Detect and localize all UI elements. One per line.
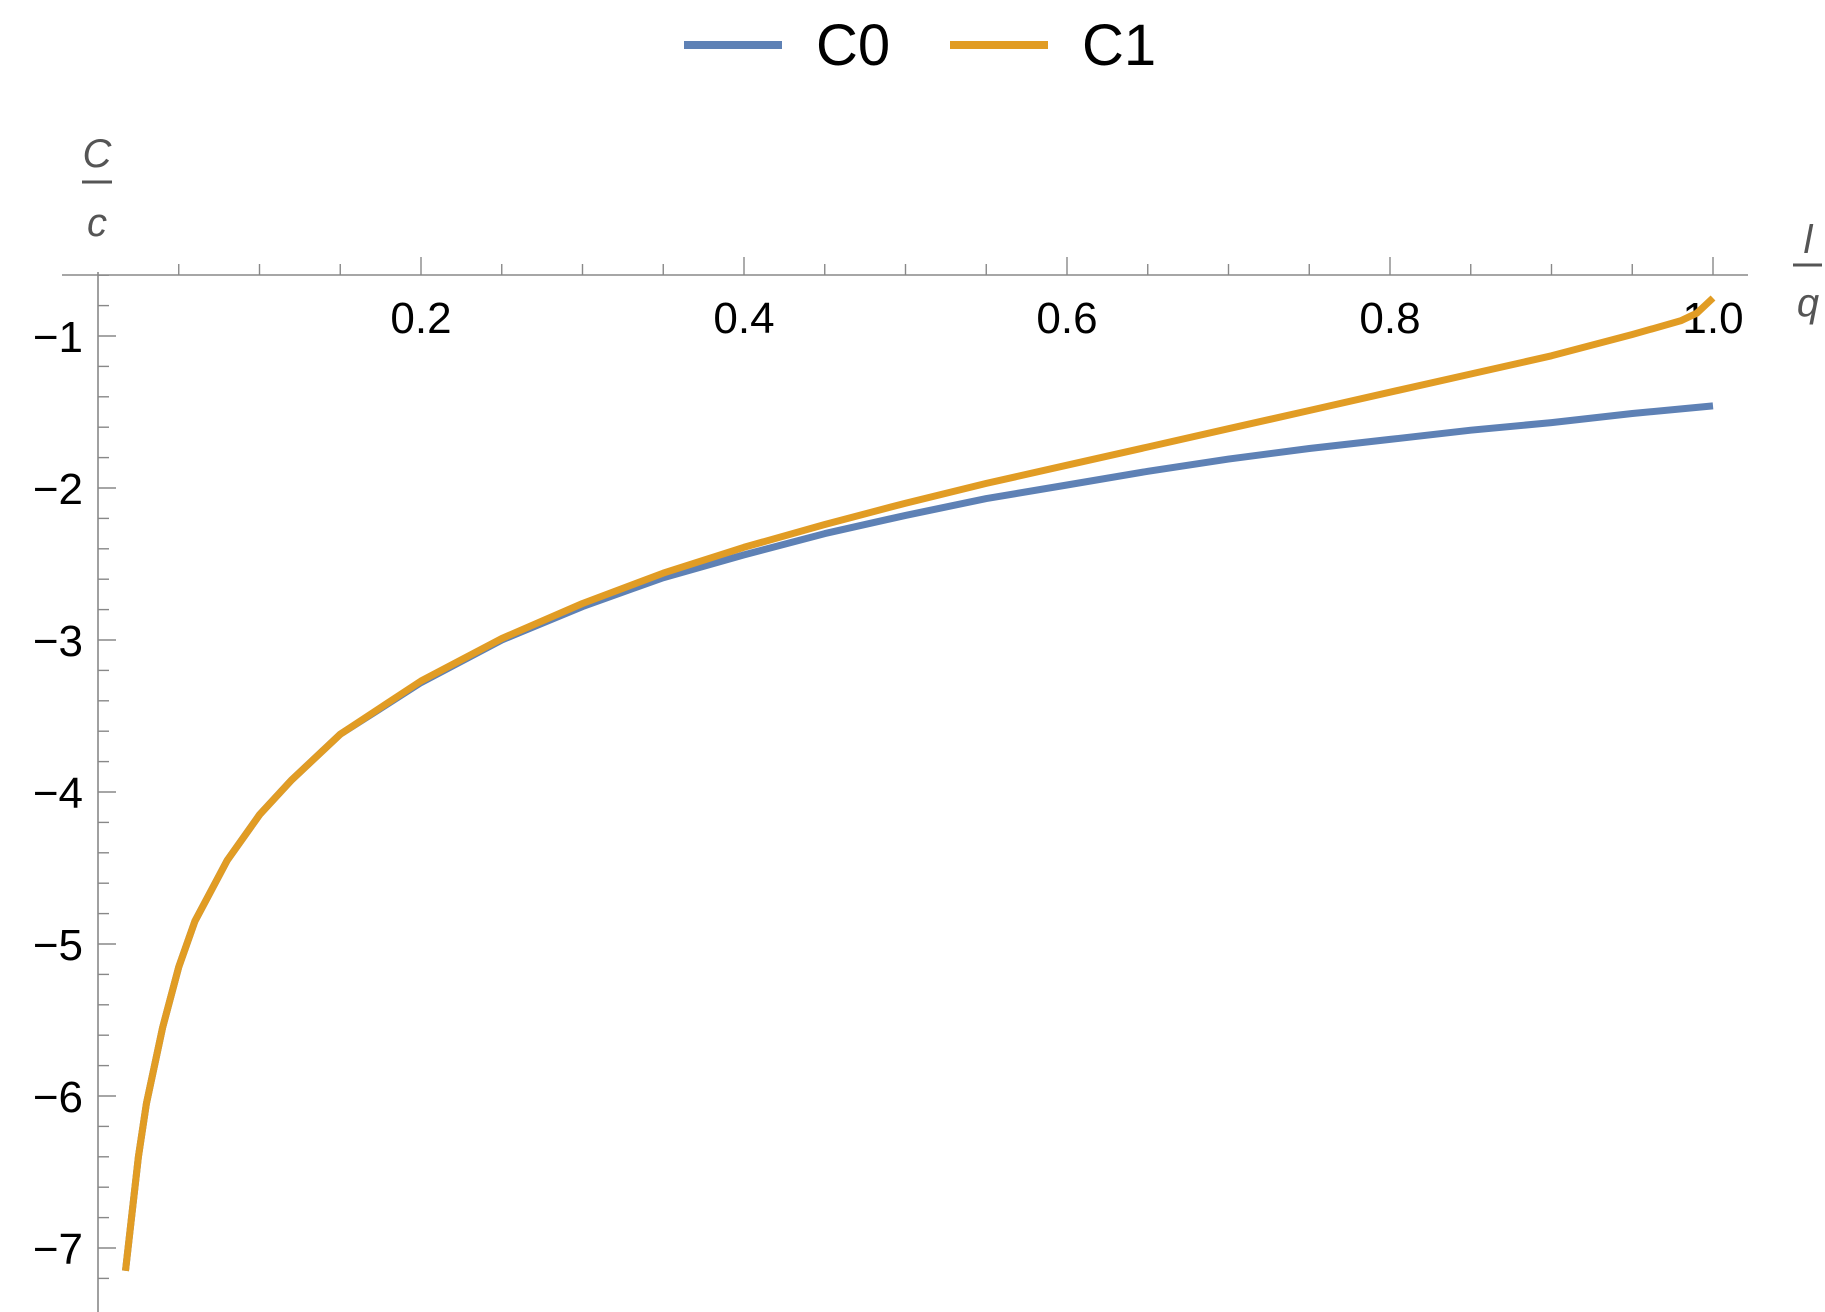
legend-label-c0: C0 — [816, 13, 890, 78]
y-tick-label: −4 — [33, 769, 83, 818]
chart-axes: 0.2 0.4 0.6 0.8 1.0−1−2−3−4−5−6−7 — [33, 257, 1748, 1312]
y-axis-label: C c — [82, 132, 113, 245]
x-tick-label: 0.6 — [1036, 294, 1097, 343]
x-tick-label: 0.2 — [390, 294, 451, 343]
x-axis-label-denominator: q — [1797, 281, 1819, 325]
chart-legend: C0 C1 — [684, 13, 1156, 78]
legend-label-c1: C1 — [1082, 13, 1156, 78]
y-axis-label-denominator: c — [87, 201, 107, 245]
series-line-c0 — [122, 402, 1714, 1272]
y-tick-label: −5 — [33, 921, 83, 970]
x-tick-label: 0.8 — [1359, 294, 1420, 343]
y-tick-label: −3 — [33, 617, 83, 666]
plot-area — [122, 295, 1716, 1272]
x-axis-label: l q — [1793, 218, 1822, 325]
y-tick-label: −6 — [33, 1073, 83, 1122]
x-tick-label: 0.4 — [713, 294, 774, 343]
x-axis-label-numerator: l — [1804, 218, 1814, 262]
series-line-c1 — [122, 295, 1716, 1272]
y-tick-label: −2 — [33, 465, 83, 514]
y-axis-label-numerator: C — [83, 132, 113, 176]
y-tick-label: −7 — [33, 1225, 83, 1274]
y-tick-label: −1 — [33, 313, 83, 362]
